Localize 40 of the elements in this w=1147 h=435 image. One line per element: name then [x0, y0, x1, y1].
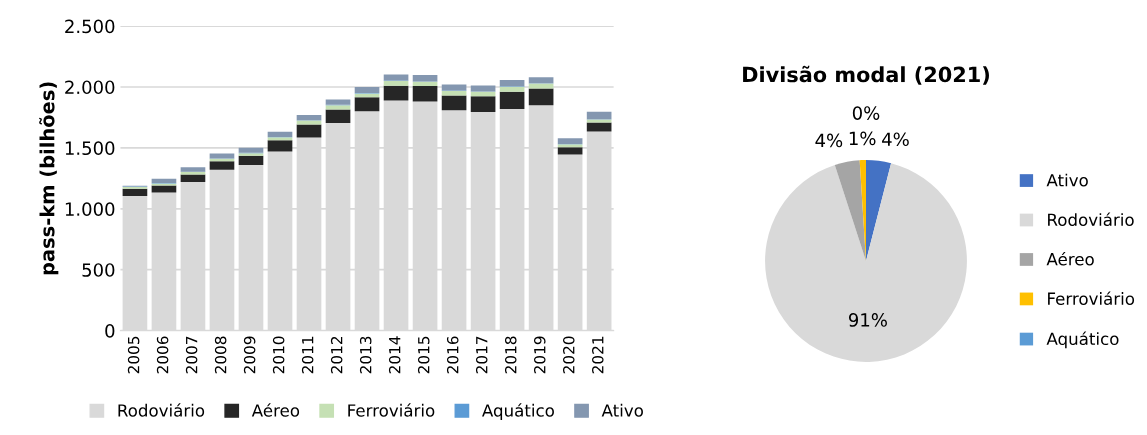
chart-title: Divisão modal (2021): [743, 65, 989, 85]
x-tick-label: 2017: [475, 336, 488, 374]
y-tick-label: 500: [82, 263, 115, 277]
legend-label: Ativo: [601, 403, 643, 417]
legend-label: Ativo: [1046, 173, 1088, 187]
legend-label: Aéreo: [251, 403, 300, 417]
y-tick-label: 2.500: [65, 19, 115, 34]
y-tick-label: 2.000: [65, 80, 115, 95]
data-label: 4%: [815, 133, 843, 148]
x-tick-label: 2013: [359, 336, 372, 374]
x-tick-label: 2015: [417, 336, 430, 374]
legend-label: Rodoviário: [118, 403, 205, 417]
y-tick-label: 1.500: [65, 141, 115, 156]
x-tick-label: 2018: [504, 336, 517, 374]
legend-label: Ferroviário: [1048, 291, 1135, 305]
legend-label: Ferroviário: [348, 403, 435, 417]
x-tick-label: 2007: [185, 336, 198, 374]
data-label: 4%: [882, 132, 909, 147]
y-tick-label: 1.000: [65, 202, 115, 216]
data-label: 91%: [848, 313, 887, 327]
x-tick-label: 2008: [214, 336, 227, 374]
x-tick-label: 2020: [563, 336, 575, 374]
legend-label: Aquático: [482, 403, 554, 420]
x-tick-label: 2012: [330, 336, 343, 374]
legend-label: Aéreo: [1046, 251, 1094, 266]
data-label: 1%: [849, 131, 876, 146]
legend-label: Aquático: [1046, 331, 1119, 349]
x-tick-label: 2009: [243, 336, 256, 374]
x-tick-label: 2011: [301, 336, 314, 374]
x-tick-label: 2021: [592, 336, 604, 374]
x-tick-label: 2014: [388, 336, 401, 374]
text: 0%: [852, 106, 880, 120]
x-tick-label: 2006: [156, 336, 169, 374]
x-tick-label: 2019: [533, 336, 546, 374]
x-tick-label: 2005: [127, 336, 140, 374]
x-tick-label: 2016: [446, 336, 459, 374]
legend-label: Rodoviário: [1048, 212, 1134, 227]
y-tick-label: 0: [105, 324, 115, 338]
y-axis-title: pass-km (bilhões): [39, 82, 59, 275]
x-tick-label: 2010: [272, 336, 285, 374]
